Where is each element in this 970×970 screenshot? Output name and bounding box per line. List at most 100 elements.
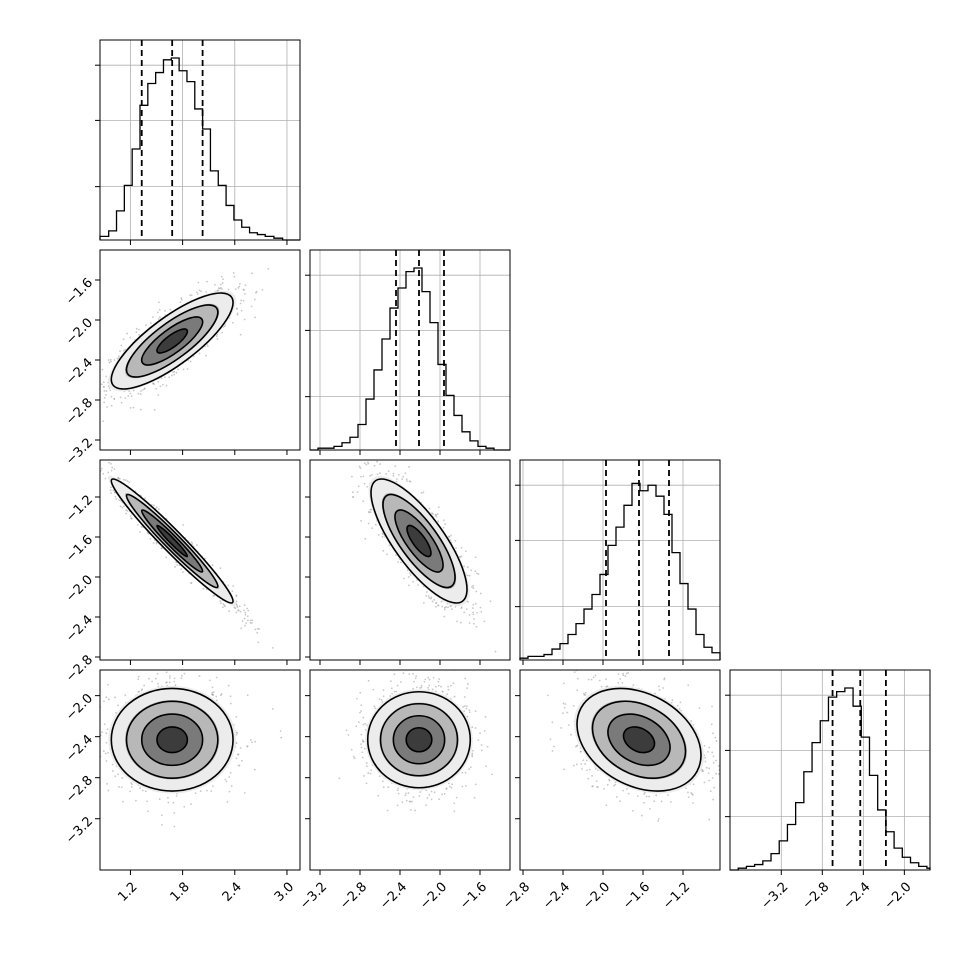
sample-point: [124, 479, 127, 482]
contour-line-3: [140, 509, 204, 573]
sample-point: [180, 568, 183, 571]
sample-point: [425, 591, 428, 593]
sample-point: [128, 390, 131, 393]
sample-point: [120, 344, 123, 347]
sample-point: [450, 534, 452, 537]
sample-point: [480, 611, 483, 613]
sample-point: [102, 386, 105, 388]
sample-point: [365, 463, 368, 466]
sample-point: [243, 318, 246, 321]
sample-point: [110, 404, 113, 407]
sample-point: [158, 308, 161, 311]
sample-point: [427, 595, 430, 597]
sample-point: [104, 477, 107, 480]
sample-point: [126, 332, 128, 335]
sample-point: [196, 544, 198, 546]
sample-point: [114, 495, 117, 498]
sample-point: [130, 395, 133, 397]
sample-point: [155, 541, 158, 544]
sample-point: [105, 760, 108, 762]
sample-point: [240, 309, 243, 312]
sample-point: [249, 619, 252, 622]
sample-point: [189, 360, 192, 363]
sample-point: [86, 466, 88, 468]
sample-point: [231, 321, 234, 324]
sample-point: [428, 507, 431, 510]
sample-point: [181, 571, 184, 573]
sample-point: [161, 383, 164, 386]
density-level: [156, 525, 188, 557]
sample-point: [364, 454, 366, 456]
sample-point: [123, 505, 125, 508]
sample-point: [107, 385, 110, 388]
sample-point: [118, 499, 121, 502]
contour-line-4: [156, 328, 189, 354]
sample-point: [97, 456, 99, 458]
sample-point: [100, 467, 103, 470]
sample-point: [444, 523, 447, 526]
sample-point: [256, 627, 259, 630]
sample-point: [237, 609, 240, 612]
sample-point: [195, 291, 198, 294]
sample-point: [147, 810, 150, 813]
sample-point: [117, 704, 119, 707]
sample-point: [93, 450, 95, 452]
sample-point: [360, 475, 362, 478]
sample-point: [215, 335, 218, 338]
sample-point: [205, 291, 207, 293]
sample-point: [119, 505, 122, 508]
sample-point: [422, 491, 425, 494]
sample-point: [242, 299, 245, 302]
sample-point: [223, 325, 226, 328]
sample-point: [125, 509, 128, 512]
sample-point: [108, 461, 110, 464]
histogram-panel-p2: [515, 459, 721, 661]
sample-point: [371, 527, 374, 530]
histogram-step-p1: [310, 267, 510, 451]
sample-point: [155, 387, 158, 390]
sample-point: [122, 338, 125, 341]
sample-point: [191, 543, 194, 545]
sample-point: [122, 800, 124, 803]
sample-point: [139, 531, 142, 533]
sample-point: [465, 608, 468, 611]
sample-point: [243, 617, 246, 620]
sample-point: [250, 305, 253, 308]
sample-point: [189, 582, 192, 584]
sample-point: [109, 389, 112, 392]
sample-point: [102, 472, 105, 475]
sample-point: [367, 522, 370, 525]
sample-point: [468, 614, 471, 616]
sample-point: [180, 298, 183, 301]
panel-frame: [309, 249, 511, 451]
sample-point: [257, 641, 260, 644]
sample-point: [183, 805, 186, 808]
sample-point: [144, 790, 147, 793]
sample-point: [114, 775, 117, 778]
sample-point: [115, 498, 118, 500]
sample-point: [474, 570, 477, 573]
contour-line-3: [140, 316, 204, 366]
sample-point: [392, 472, 395, 475]
sample-point: [458, 555, 461, 558]
sample-point: [96, 405, 98, 407]
sample-point: [445, 606, 448, 608]
sample-point: [111, 466, 114, 469]
sample-point: [239, 610, 242, 613]
sample-point: [206, 280, 208, 283]
sample-point: [220, 275, 223, 278]
sample-point: [179, 301, 182, 304]
sample-point: [104, 752, 107, 755]
sample-point: [136, 523, 139, 526]
sample-point: [92, 458, 94, 460]
sample-point: [399, 561, 402, 564]
sample-point: [236, 606, 239, 608]
sample-point: [180, 297, 183, 299]
sample-point: [190, 294, 193, 296]
sample-point: [131, 783, 133, 786]
sample-point: [468, 574, 471, 577]
sample-point: [402, 475, 405, 478]
sample-point: [244, 611, 247, 614]
sample-point: [258, 628, 261, 630]
sample-point: [425, 594, 428, 597]
